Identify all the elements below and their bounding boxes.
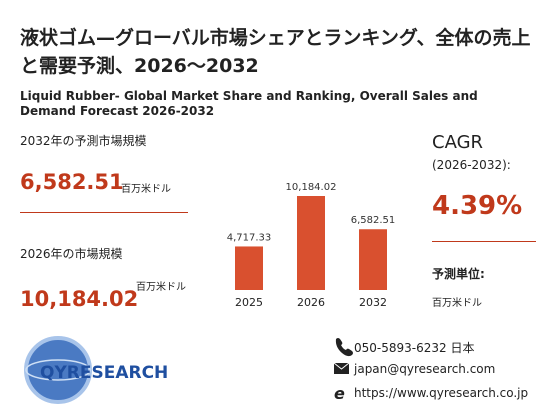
x-tick-label: 2032	[359, 296, 387, 309]
cagr-label: CAGR	[432, 132, 484, 153]
x-tick-label: 2025	[235, 296, 263, 309]
cagr-value: 4.39%	[432, 191, 523, 221]
logo: QYRESEARCH	[24, 336, 168, 404]
bar	[235, 246, 263, 290]
email: japan@qyresearch.com	[354, 362, 496, 376]
current-value: 10,184.02	[20, 287, 139, 311]
logo-text: QYRESEARCH	[40, 363, 168, 383]
forecast-unit: 百万米ドル	[121, 184, 171, 195]
forecast-value: 6,582.51	[20, 170, 124, 194]
value-label: 6,582.51	[351, 215, 396, 226]
unit-label: 予測単位:	[432, 267, 485, 281]
current-label: 2026年の市場規模	[20, 247, 123, 261]
divider	[432, 241, 536, 242]
svg-text:e: e	[334, 384, 345, 403]
website: https://www.qyresearch.co.jp	[354, 386, 529, 400]
x-tick-label: 2026	[297, 296, 325, 309]
web-icon: e	[334, 384, 345, 403]
phone-icon	[335, 338, 353, 357]
bar	[297, 196, 325, 290]
value-label: 4,717.33	[227, 232, 272, 243]
bar	[359, 229, 387, 290]
cagr-period: (2026-2032):	[432, 158, 511, 172]
value-label: 10,184.02	[286, 182, 337, 193]
mail-icon	[333, 362, 350, 374]
current-unit: 百万米ドル	[136, 282, 186, 293]
unit-value: 百万米ドル	[432, 298, 482, 309]
phone: 050-5893-6232 日本	[354, 341, 475, 355]
divider	[20, 212, 188, 213]
title: 液状ゴム—グローバル市場シェアとランキング、全体の売上と需要予測、2026～20…	[20, 27, 531, 77]
forecast-label: 2032年の予測市場規模	[20, 134, 147, 148]
subtitle: Liquid Rubber- Global Market Share and R…	[20, 89, 478, 118]
